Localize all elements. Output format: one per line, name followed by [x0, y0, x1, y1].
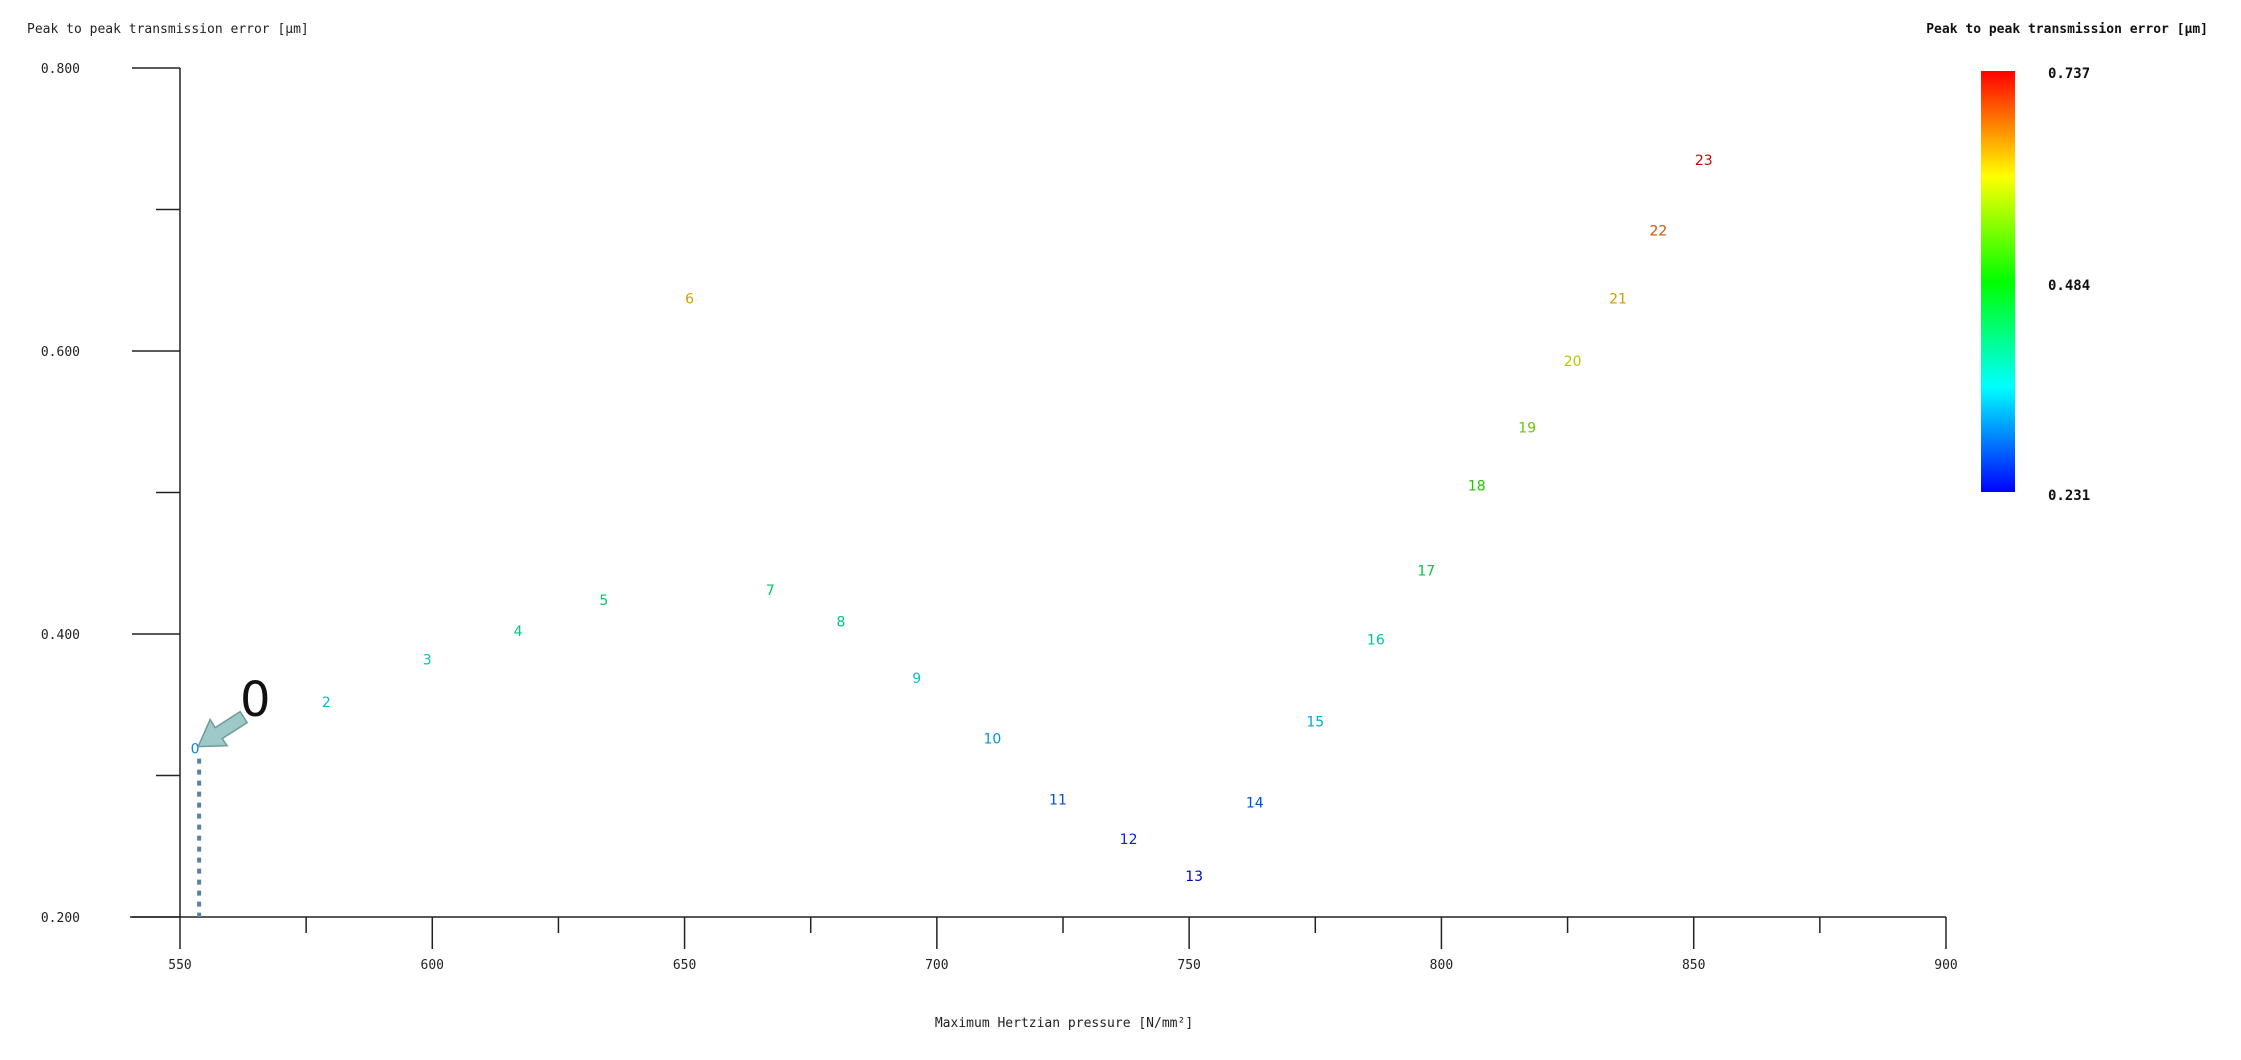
- colorbar-mid-label: 0.484: [2048, 278, 2090, 294]
- data-point-label: 8: [837, 614, 846, 630]
- annotation-label: 0: [240, 672, 271, 728]
- point-zero-annotation: 0: [196, 672, 271, 917]
- y-tick-label: 0.600: [41, 345, 80, 360]
- colorbar-gradient-bar: [1981, 71, 2015, 492]
- x-tick-label: 850: [1682, 958, 1705, 973]
- data-point-label: 16: [1367, 633, 1385, 649]
- data-point-label: 2: [322, 695, 331, 711]
- data-point-label: 7: [766, 583, 775, 599]
- data-point-label: 18: [1468, 478, 1486, 494]
- annotation-arrow-icon: [196, 710, 249, 748]
- data-point-label: 11: [1049, 793, 1067, 809]
- x-axis-title: Maximum Hertzian pressure [N/mm²]: [935, 1016, 1193, 1031]
- data-point-label: 3: [423, 652, 432, 668]
- y-axis-ticks: 0.200 0.400 0.600 0.800: [41, 62, 180, 926]
- data-point-label: 20: [1564, 354, 1582, 370]
- x-tick-label: 800: [1430, 958, 1453, 973]
- y-tick-label: 0.200: [41, 911, 80, 926]
- data-point-label: 13: [1185, 869, 1203, 885]
- y-tick-label: 0.400: [41, 628, 80, 643]
- data-point-label: 23: [1695, 153, 1713, 169]
- data-point-label: 0: [191, 742, 200, 758]
- data-point-label: 22: [1649, 224, 1667, 240]
- x-axis-ticks: 550 600 650 700 750 800 850 900: [168, 917, 1958, 973]
- x-tick-label: 600: [421, 958, 444, 973]
- x-tick-label: 750: [1177, 958, 1200, 973]
- data-point-label: 15: [1306, 715, 1324, 731]
- x-tick-label: 900: [1934, 958, 1957, 973]
- colorbar-max-label: 0.737: [2048, 66, 2090, 82]
- y-tick-label: 0.800: [41, 62, 80, 77]
- x-tick-label: 650: [673, 958, 696, 973]
- data-point-label: 14: [1246, 795, 1264, 811]
- data-point-label: 21: [1609, 292, 1627, 308]
- data-point-label: 17: [1417, 563, 1435, 579]
- x-tick-label: 700: [925, 958, 948, 973]
- data-point-label: 4: [514, 624, 523, 640]
- data-point-label: 6: [685, 292, 694, 308]
- x-tick-label: 550: [168, 958, 191, 973]
- colorbar-min-label: 0.231: [2048, 488, 2090, 504]
- data-point-label: 12: [1120, 832, 1138, 848]
- y-axis-title: Peak to peak transmission error [μm]: [27, 22, 309, 37]
- data-point-label: 5: [599, 593, 608, 609]
- colorbar-title: Peak to peak transmission error [μm]: [1926, 22, 2208, 37]
- data-point-label: 9: [912, 671, 921, 687]
- data-point-label: 10: [983, 732, 1001, 748]
- colorbar: Peak to peak transmission error [μm] 0.7…: [1926, 22, 2208, 504]
- data-point-label: 19: [1518, 420, 1536, 436]
